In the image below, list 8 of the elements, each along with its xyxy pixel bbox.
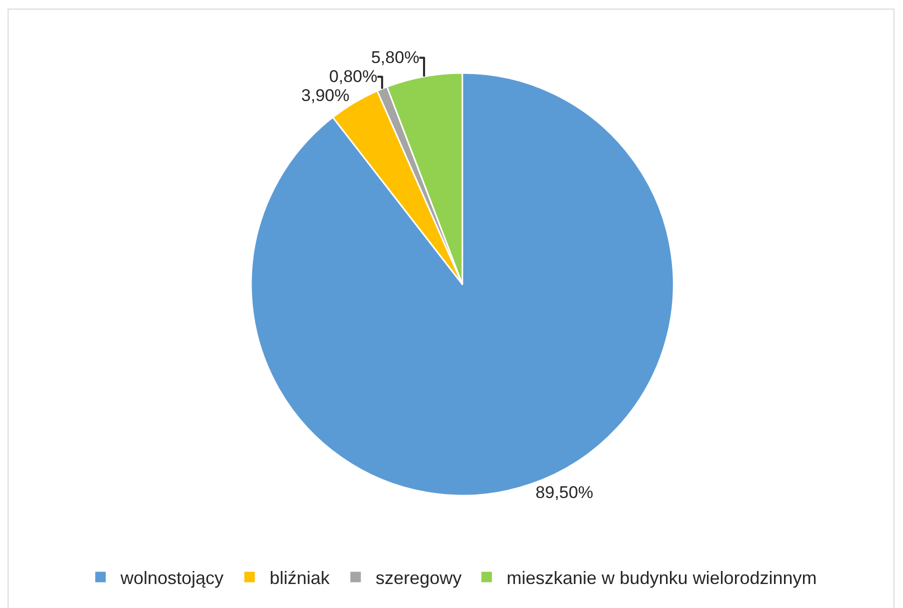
- legend-label: bliźniak: [270, 568, 331, 588]
- data-label: 3,90%: [301, 86, 350, 106]
- data-label: 0,80%: [329, 67, 378, 86]
- legend-label: mieszkanie w budynku wielorodzinnym: [506, 568, 817, 588]
- data-label: 5,80%: [371, 48, 420, 68]
- data-label: 89,50%: [536, 483, 594, 502]
- legend-label: wolnostojący: [120, 568, 224, 588]
- legend-label: szeregowy: [376, 568, 462, 588]
